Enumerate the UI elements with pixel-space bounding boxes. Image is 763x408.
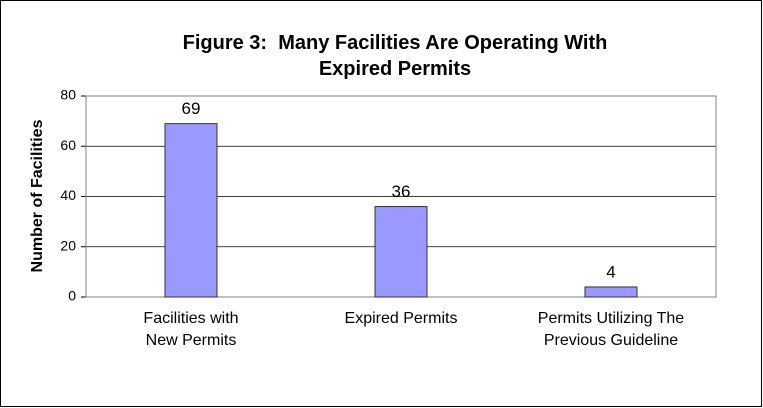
y-tick-label: 60 (60, 137, 76, 153)
x-tick-label: Facilities with New Permits (143, 310, 239, 349)
y-axis-label: Number of Facilities (29, 119, 46, 272)
bar (164, 123, 218, 298)
x-tick-label: Permits Utilizing The Previous Guideline (537, 310, 685, 349)
value-label: 36 (392, 182, 411, 201)
x-label-box: Facilities with New Permits (143, 310, 239, 349)
value-label: 4 (606, 262, 615, 281)
chart-title: Figure 3: Many Facilities Are Operating … (182, 32, 613, 80)
x-label-box: Expired Permits (344, 310, 458, 327)
y-tick-label: 20 (60, 237, 76, 253)
bar (374, 206, 428, 298)
bar (584, 286, 638, 298)
value-label: 69 (182, 99, 201, 118)
y-tick-label: 40 (60, 187, 76, 203)
y-tick-label: 0 (68, 288, 76, 304)
x-tick-label: Expired Permits (344, 310, 458, 327)
y-tick-label: 80 (60, 87, 76, 103)
x-label-box: Permits Utilizing The Previous Guideline (537, 310, 685, 349)
title-box: Figure 3: Many Facilities Are Operating … (182, 32, 613, 80)
